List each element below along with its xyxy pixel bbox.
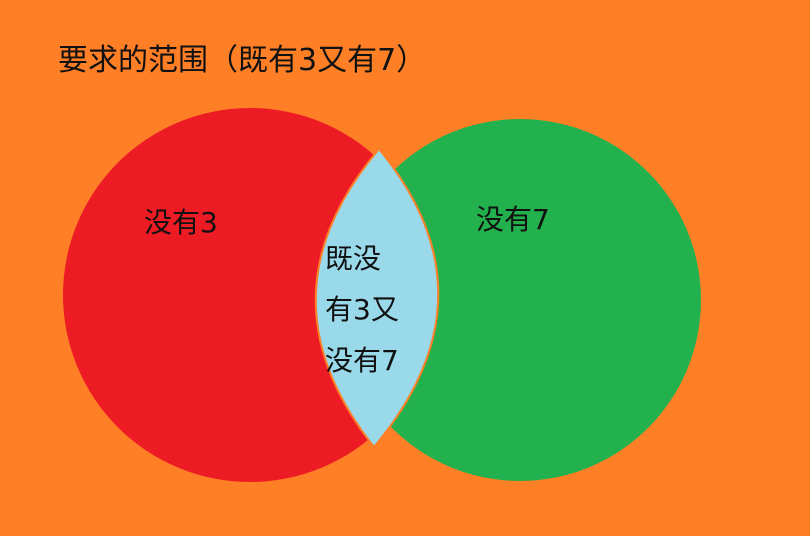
right-circle-no-7	[339, 119, 701, 481]
intersection-label-line: 有3又	[325, 293, 399, 326]
intersection-label-line: 没有7	[325, 344, 399, 377]
right-region-label: 没有7	[476, 203, 550, 236]
left-region-label: 没有3	[144, 206, 218, 239]
intersection-label: 既没 有3又 没有7	[325, 233, 435, 386]
intersection-label-line: 既没	[325, 242, 382, 275]
intersection-lens	[314, 147, 440, 449]
page-title: 要求的范围（既有3又有7）	[58, 43, 427, 78]
